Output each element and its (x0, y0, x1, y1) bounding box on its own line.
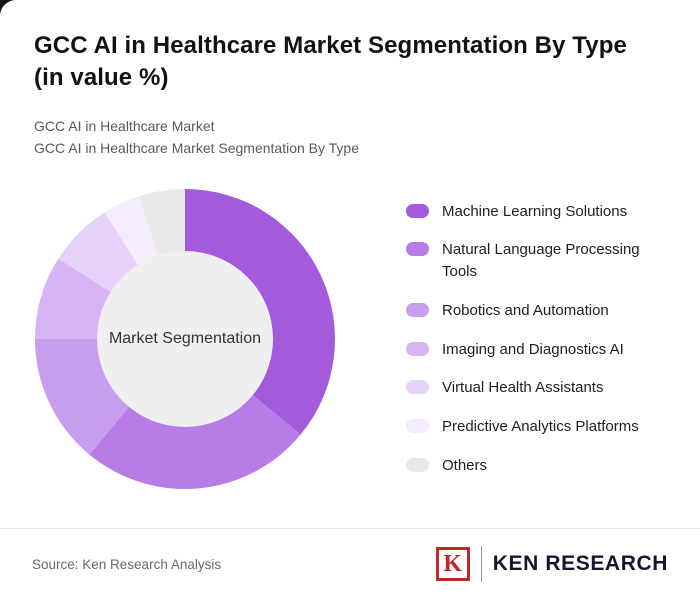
footer: Source: Ken Research Analysis K KEN RESE… (0, 528, 700, 599)
legend-label: Machine Learning Solutions (442, 202, 628, 220)
legend-swatch (406, 341, 429, 356)
legend-label: Natural Language Processing Tools (442, 241, 640, 281)
logo-brand-text: KEN RESEARCH (492, 552, 668, 575)
logo-divider (480, 546, 482, 582)
legend-item: Robotics and Automation (406, 300, 661, 322)
page-title-line2: (in value %) (34, 64, 169, 92)
subtitle-line1: GCC AI in Healthcare Market (34, 117, 215, 134)
chart-area: Market Segmentation Machine Learning Sol… (0, 160, 700, 494)
legend-swatch (406, 457, 429, 472)
legend-swatch (406, 242, 429, 257)
legend-swatch (406, 380, 429, 395)
legend-swatch (406, 302, 429, 317)
legend-item: Predictive Analytics Platforms (406, 416, 661, 438)
legend-item: Machine Learning Solutions (406, 201, 661, 223)
legend-label: Others (442, 456, 488, 474)
logo-k-icon: K (435, 547, 470, 581)
donut-hole (97, 250, 273, 427)
legend: Machine Learning Solutions Natural Langua… (406, 201, 661, 477)
subtitle-line2: GCC AI in Healthcare Market Segmentation… (34, 140, 360, 157)
header: GCC AI in Healthcare Market Segmentation… (0, 0, 700, 160)
donut-chart-wrap: Market Segmentation (30, 184, 340, 494)
ken-research-logo: K KEN RESEARCH (435, 546, 668, 582)
source-text: Source: Ken Research Analysis (32, 556, 222, 572)
legend-label: Imaging and Diagnostics AI (442, 340, 624, 358)
donut-chart (35, 188, 335, 489)
legend-label: Robotics and Automation (442, 301, 609, 319)
page-title-line1: GCC AI in Healthcare Market Segmentation… (34, 32, 627, 59)
legend-item: Imaging and Diagnostics AI (406, 339, 661, 361)
page-title: GCC AI in Healthcare Market Segmentation… (34, 30, 666, 95)
legend-item: Virtual Health Assistants (406, 377, 661, 399)
legend-item: Others (406, 455, 661, 477)
legend-label: Predictive Analytics Platforms (442, 418, 639, 436)
legend-swatch (406, 203, 429, 218)
legend-swatch (406, 419, 429, 434)
legend-item: Natural Language Processing Tools (406, 239, 661, 283)
chart-subtitle: GCC AI in Healthcare Market GCC AI in He… (34, 115, 666, 160)
legend-label: Virtual Health Assistants (442, 379, 604, 397)
